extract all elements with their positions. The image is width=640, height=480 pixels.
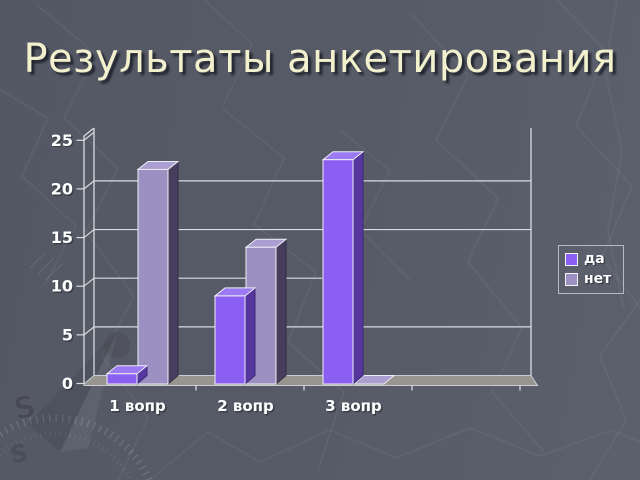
hatch-marks <box>29 253 63 281</box>
compass-decoration: S S <box>0 253 154 480</box>
x-axis-label-1: 1 вопр <box>109 397 166 415</box>
bar-group-1 <box>105 160 180 386</box>
bar-yes-1-side <box>136 364 148 386</box>
compass-needle-dark <box>28 330 118 452</box>
y-axis-label-25-shadow: 25 <box>52 132 74 151</box>
legend-swatch-no <box>565 272 578 286</box>
bar-group-2 <box>213 238 288 386</box>
bar-no-2-top <box>244 238 288 248</box>
bar-yes-3-side <box>352 150 364 386</box>
bar-yes-1 <box>106 373 138 385</box>
x-axis-label-3-shadow: 3 вопр <box>327 398 384 416</box>
legend-item-no: нет <box>565 272 617 286</box>
bar-no-1 <box>137 168 169 385</box>
chart-legend: да нет <box>558 245 624 294</box>
x-axis-label-3: 3 вопр <box>325 397 382 415</box>
y-axis-label-20: 20 <box>51 179 73 198</box>
y-axis-label-20-shadow: 20 <box>52 181 74 200</box>
bar-no-3 <box>352 375 396 385</box>
compass-hub <box>104 332 130 358</box>
bar-yes-2-top <box>213 287 257 297</box>
bar-no-1-top <box>136 160 180 170</box>
y-axis-label-10: 10 <box>51 277 73 296</box>
x-axis-label-2: 2 вопр <box>217 397 274 415</box>
x-axis-label-1-shadow: 1 вопр <box>111 398 168 416</box>
bars <box>105 150 396 386</box>
legend-swatch-yes <box>565 252 578 266</box>
y-axis-label-25: 25 <box>51 131 73 150</box>
y-axis-label-5-shadow: 5 <box>63 327 74 346</box>
bar-yes-1-top <box>105 365 149 375</box>
y-axis-label-0: 0 <box>62 374 73 393</box>
bar-yes-3 <box>322 159 354 385</box>
compass-letter-s: S <box>11 389 39 428</box>
compass-needle-light <box>60 330 118 452</box>
x-axis-label-2-shadow: 2 вопр <box>219 398 276 416</box>
y-axis-label-0-shadow: 0 <box>63 375 74 394</box>
bar-no-2 <box>245 246 277 385</box>
chart-floor <box>83 375 539 386</box>
legend-item-yes: да <box>565 252 617 266</box>
y-axis-label-15: 15 <box>51 228 73 247</box>
bar-no-1-side <box>167 160 179 386</box>
chart-frame <box>83 127 532 391</box>
bar-yes-2 <box>214 295 246 385</box>
legend-label-no: нет <box>584 271 612 287</box>
gridlines <box>76 131 531 385</box>
y-axis-label-5: 5 <box>62 325 73 344</box>
slide-title: Результаты анкетирования <box>23 36 617 82</box>
compass-letter-s2: S <box>8 439 29 469</box>
bar-yes-2-side <box>244 286 256 386</box>
bar-yes-3-top <box>321 151 365 161</box>
bar-no-2-side <box>275 238 287 386</box>
y-axis-label-10-shadow: 10 <box>52 278 74 297</box>
y-axis-label-15-shadow: 15 <box>52 229 74 248</box>
legend-label-yes: да <box>584 251 605 267</box>
bar-group-3 <box>321 150 396 386</box>
